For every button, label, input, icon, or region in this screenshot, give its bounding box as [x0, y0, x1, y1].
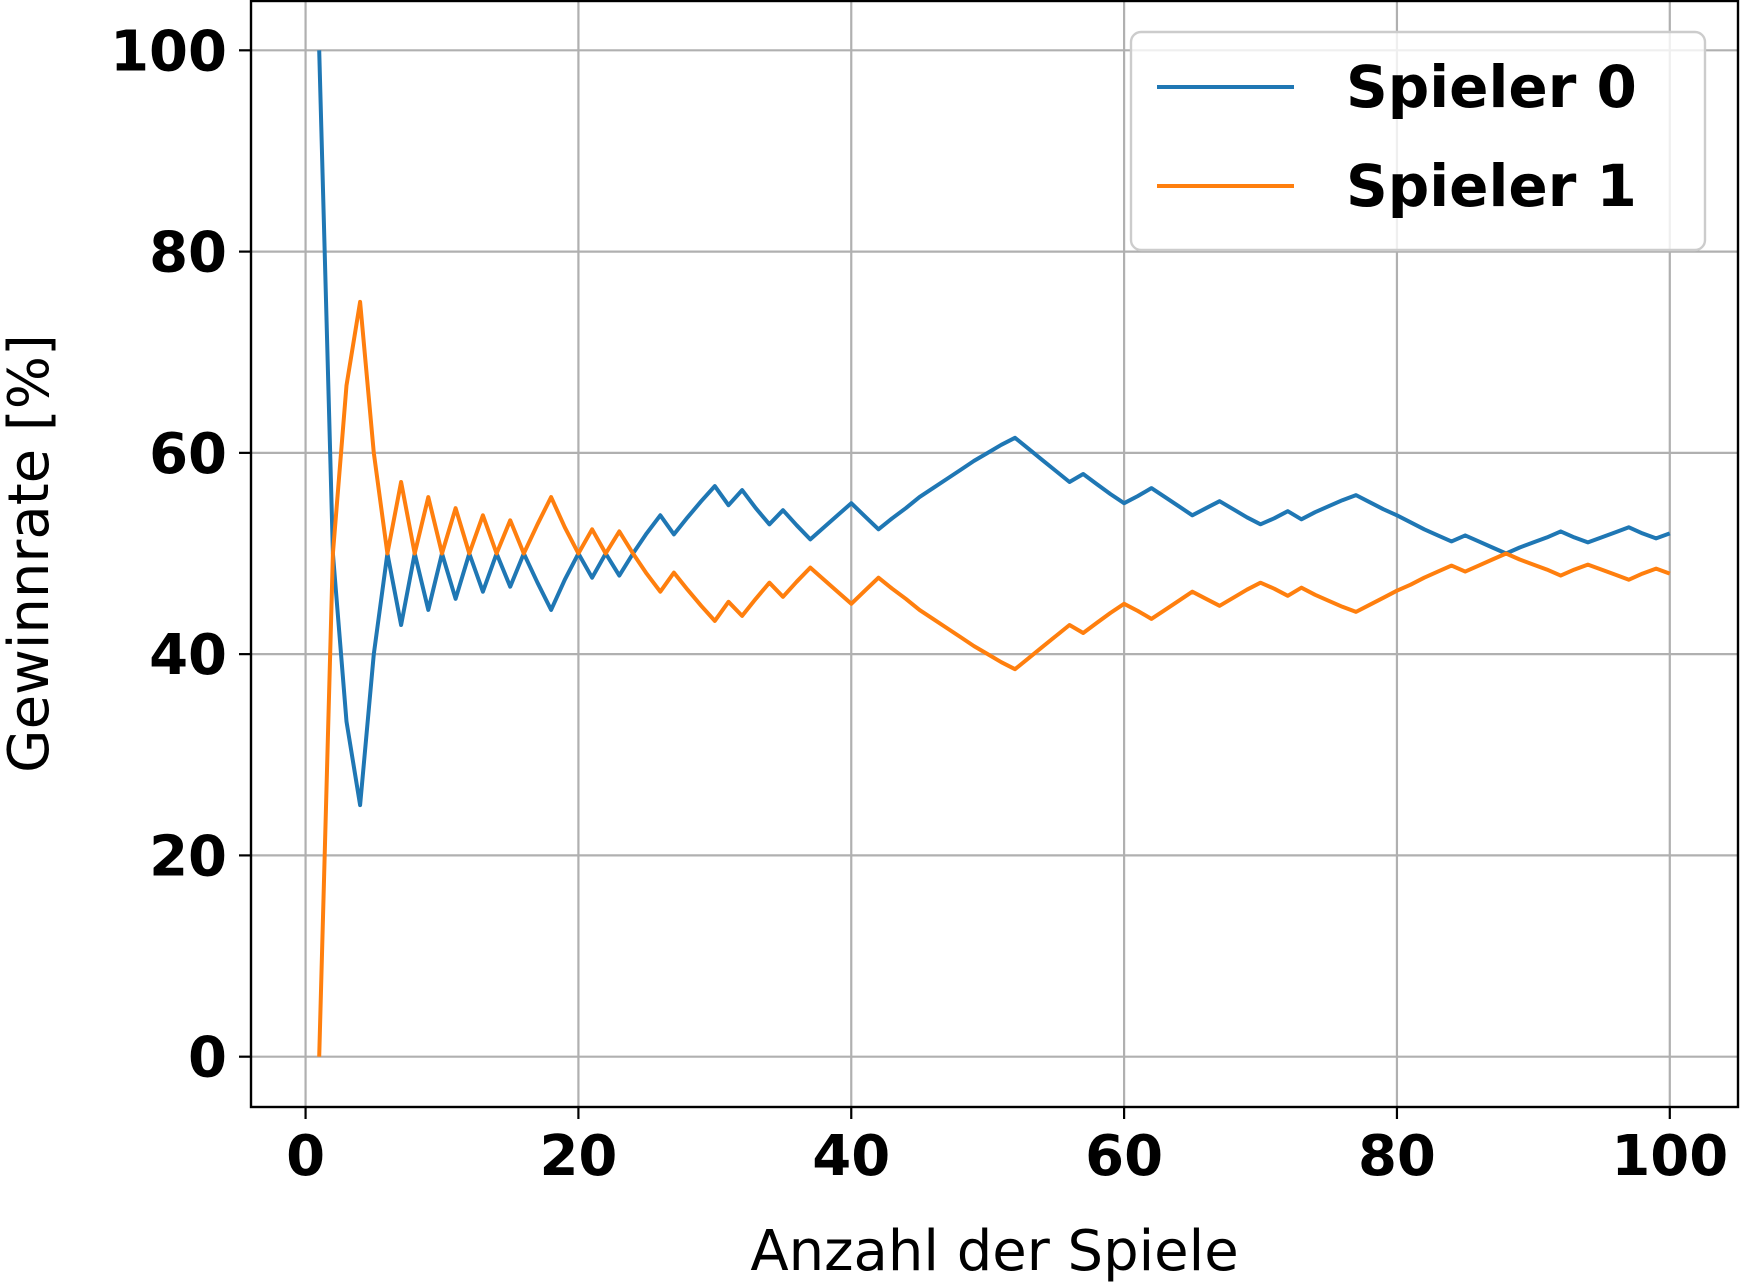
y-tick-label: 40: [149, 623, 227, 688]
x-tick-label: 80: [1358, 1124, 1436, 1189]
x-tick-label: 100: [1611, 1124, 1728, 1189]
legend-label-spieler-0: Spieler 0: [1346, 53, 1637, 121]
x-axis-label: Anzahl der Spiele: [750, 1219, 1238, 1284]
series-line-spieler-0: [317, 50, 1671, 808]
series-line-spieler-1: [317, 299, 1671, 1057]
y-tick-label: 100: [110, 19, 227, 84]
legend-label-spieler-1: Spieler 1: [1346, 152, 1637, 220]
y-tick-label: 80: [149, 221, 227, 286]
x-tick-label: 40: [812, 1124, 890, 1189]
series-lines: [317, 50, 1671, 1057]
x-tick-label: 0: [286, 1124, 325, 1189]
legend: Spieler 0 Spieler 1: [1129, 30, 1707, 252]
y-axis-label: Gewinnrate [%]: [0, 334, 62, 773]
y-tick-label: 20: [149, 824, 227, 889]
y-tick-label: 0: [188, 1026, 227, 1091]
axis-ticks: 0 20 40 60 80 100 0 20 40 60 80 100: [110, 19, 1728, 1189]
y-tick-label: 60: [149, 422, 227, 487]
x-tick-label: 60: [1085, 1124, 1163, 1189]
plot-frame: [249, 0, 1740, 1109]
x-tick-label: 20: [539, 1124, 617, 1189]
